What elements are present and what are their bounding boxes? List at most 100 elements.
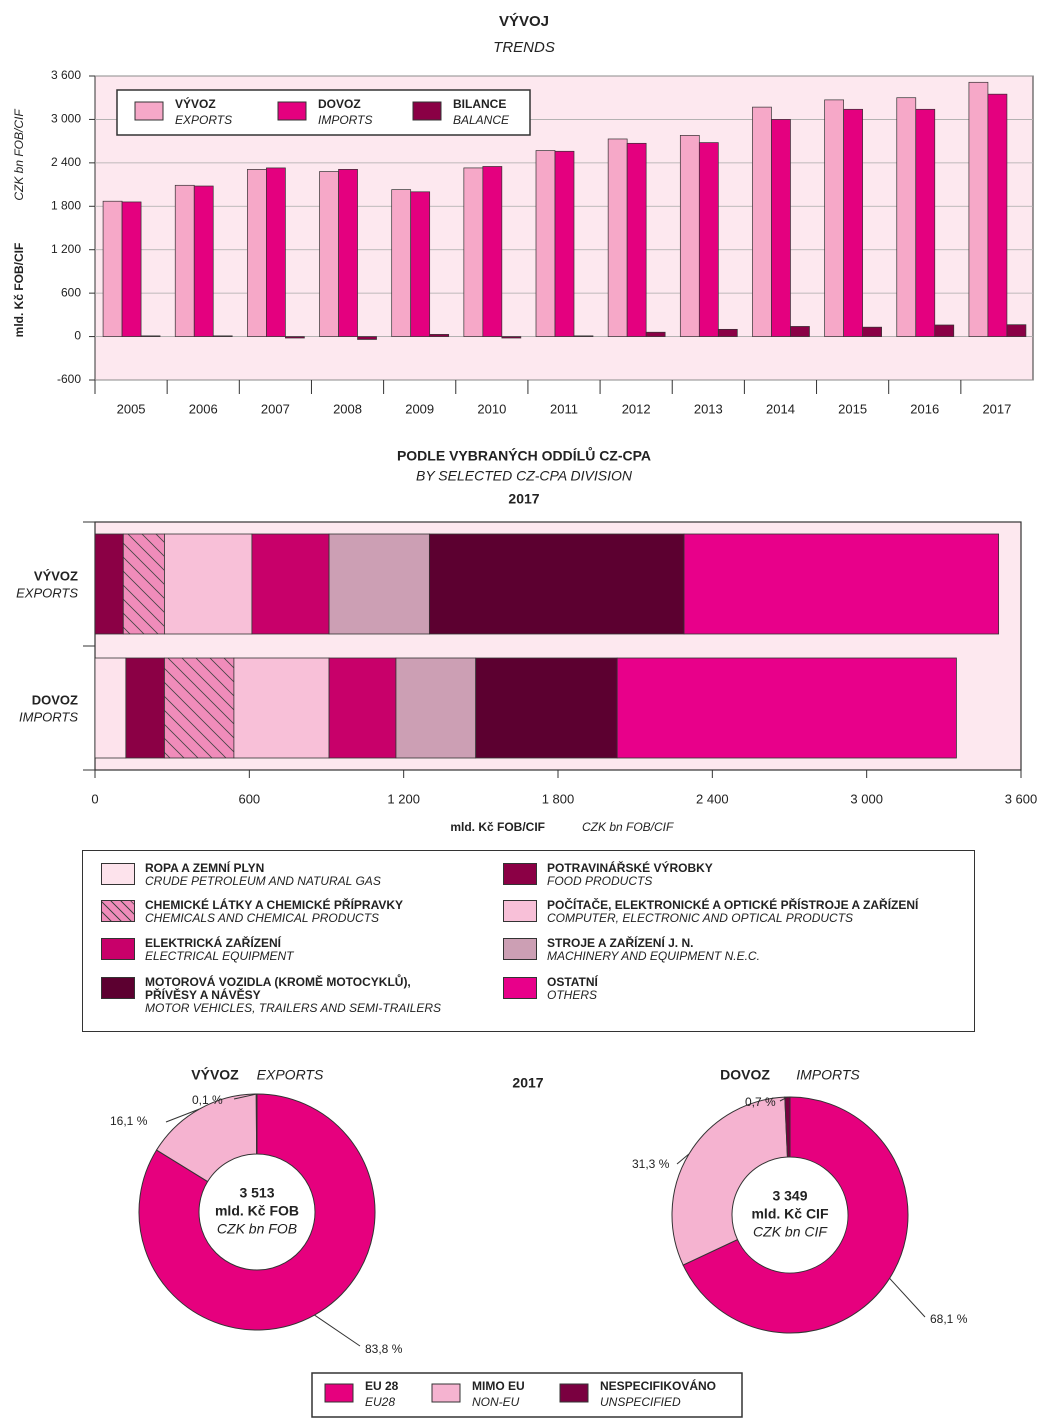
x-tick-label: 2013: [694, 401, 723, 416]
legend-text: STROJE A ZAŘÍZENÍ J. N. MACHINERY AND EQU…: [547, 937, 967, 963]
center-label: CZK bn CIF: [753, 1224, 828, 1240]
legend-sublabel: CHEMICALS AND CHEMICAL PRODUCTS: [145, 911, 380, 925]
legend-swatch: [412, 101, 442, 121]
bar: [968, 81, 989, 337]
bar-segment: [328, 657, 397, 759]
value-label: 68,1 %: [930, 1312, 968, 1326]
x-tick-label: 1 200: [387, 791, 420, 806]
x-tick-label: 600: [238, 791, 260, 806]
bar: [266, 167, 286, 337]
bar-segment: [164, 533, 253, 635]
pie-slice: [255, 1093, 258, 1155]
legend-label: OSTATNÍ: [547, 975, 598, 989]
value-label: 0,7 %: [745, 1095, 776, 1109]
legend-label: STROJE A ZAŘÍZENÍ J. N.: [547, 936, 694, 950]
legend-label: NESPECIFIKOVÁNO: [600, 1378, 716, 1393]
x-tick-label: 2015: [838, 401, 867, 416]
bar-segment: [616, 657, 957, 759]
bar-segment: [251, 533, 330, 635]
bar: [717, 328, 738, 337]
legend-sublabel: EXPORTS: [175, 113, 232, 127]
pie-slice: [138, 1093, 376, 1331]
bar: [535, 150, 556, 337]
legend-sublabel: MACHINERY AND EQUIPMENT N.E.C.: [547, 949, 760, 963]
pie-title: DOVOZ: [720, 1067, 770, 1083]
leader-line: [233, 1093, 257, 1100]
legend-label: EU 28: [365, 1379, 399, 1393]
y-tick-label: 3 000: [51, 112, 81, 126]
legend-sublabel: BALANCE: [453, 113, 510, 127]
bar: [174, 184, 195, 337]
pie-subtitle: EXPORTS: [257, 1067, 324, 1083]
bar-segment: [395, 657, 477, 759]
legend-text: MOTOROVÁ VOZIDLA (KROMĚ MOTOCYKLŮ), PŘÍV…: [145, 976, 565, 1015]
x-tick-label: 0: [91, 791, 98, 806]
bar: [247, 169, 267, 337]
pie-slice: [682, 1096, 909, 1334]
bar: [915, 108, 936, 337]
x-tick-label: 2007: [261, 401, 290, 416]
bar-segment: [122, 533, 165, 635]
bar: [391, 189, 412, 337]
bar-segment: [475, 657, 618, 759]
legend-swatch: [503, 977, 537, 999]
chart-subtitle: TRENDS: [493, 39, 555, 56]
category-sublabel: EXPORTS: [16, 585, 78, 600]
legend-label: CHEMICKÉ LÁTKY A CHEMICKÉ PŘÍPRAVKY: [145, 898, 404, 912]
y-tick-label: 0: [74, 329, 81, 343]
bar-segment: [125, 657, 165, 759]
x-tick-label: 2009: [405, 401, 434, 416]
bar-segment: [164, 657, 235, 759]
legend-text: POTRAVINÁŘSKÉ VÝROBKY FOOD PRODUCTS: [547, 862, 967, 888]
bar: [862, 326, 882, 337]
pie-slice: [671, 1096, 788, 1266]
bar: [698, 142, 719, 337]
y-tick-label: 3 600: [51, 68, 81, 82]
bar: [554, 150, 575, 337]
bar: [573, 335, 594, 337]
chart-title: VÝVOJ: [499, 12, 549, 30]
value-label: 0,1 %: [192, 1093, 223, 1107]
legend-sublabel: COMPUTER, ELECTRONIC AND OPTICAL PRODUCT…: [547, 911, 854, 925]
value-label: 16,1 %: [110, 1114, 148, 1128]
x-tick-label: 2011: [550, 401, 578, 416]
x-tick-label: 2012: [622, 401, 651, 416]
bar: [824, 99, 844, 337]
chart-year: 2017: [508, 491, 539, 507]
legend-swatch: [134, 101, 164, 121]
legend-sublabel: EU28: [365, 1395, 395, 1409]
x-tick-label: 2006: [189, 401, 218, 416]
bar: [212, 335, 233, 337]
bar: [626, 142, 647, 337]
legend-swatch: [101, 863, 135, 885]
bar: [679, 135, 700, 337]
bar-segment: [428, 533, 685, 635]
legend-sublabel: OTHERS: [547, 988, 598, 1002]
x-tick-label: 2017: [982, 401, 1011, 416]
legend-label: POTRAVINÁŘSKÉ VÝROBKY: [547, 861, 713, 875]
center-label: mld. Kč FOB: [215, 1203, 299, 1219]
legend-box: [311, 1372, 743, 1418]
x-tick-label: 1 800: [542, 791, 575, 806]
x-tick-label: 3 000: [850, 791, 883, 806]
legend-label: MIMO EU: [472, 1379, 525, 1393]
leader-line: [314, 1314, 361, 1347]
legend-swatch: [559, 1383, 589, 1403]
x-tick-label: 2014: [766, 401, 795, 416]
legend-text: ROPA A ZEMNÍ PLYN CRUDE PETROLEUM AND NAT…: [145, 862, 565, 888]
legend-sublabel: NON-EU: [472, 1395, 520, 1409]
chart-year: 2017: [512, 1075, 543, 1091]
x-tick-label: 2010: [477, 401, 506, 416]
bar: [338, 169, 358, 337]
y-tick-label: 1 800: [51, 198, 81, 212]
bar: [482, 166, 503, 337]
bar: [429, 334, 450, 337]
bar: [102, 200, 123, 337]
leader-line: [165, 1108, 200, 1123]
legend-sublabel: UNSPECIFIED: [600, 1395, 681, 1409]
legend-swatch: [324, 1383, 354, 1403]
legend-swatch: [101, 938, 135, 960]
legend-sublabel: CRUDE PETROLEUM AND NATURAL GAS: [145, 874, 381, 888]
legend-label: ELEKTRICKÁ ZAŘÍZENÍ: [145, 936, 281, 950]
x-axis-label: mld. Kč FOB/CIF: [450, 820, 545, 834]
